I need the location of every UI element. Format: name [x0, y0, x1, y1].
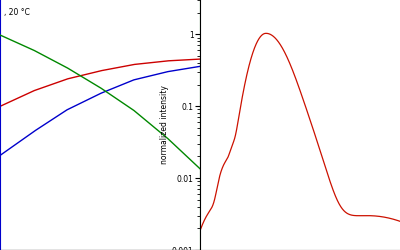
Y-axis label: wall-plug efficiency (%): wall-plug efficiency (%)	[226, 80, 235, 170]
Y-axis label: normalized intensity: normalized intensity	[160, 86, 169, 164]
Text: , 20 °C: , 20 °C	[4, 8, 30, 16]
